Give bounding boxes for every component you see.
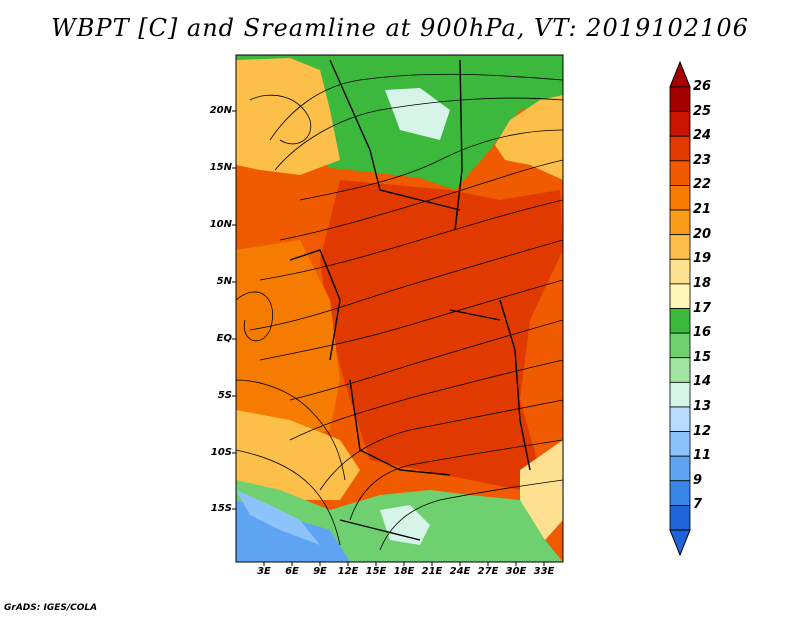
- colorbar-box: [669, 185, 691, 211]
- colorbar-box: [669, 381, 691, 408]
- region-northeast-yellow: [495, 95, 563, 180]
- colorbar-box: [669, 357, 691, 383]
- colorbar-label: 24: [693, 128, 712, 144]
- x-label-6e: 6E: [285, 566, 299, 577]
- colorbar-label: 14: [693, 374, 712, 390]
- colorbar-label: 19: [693, 251, 712, 267]
- colorbar-label: 11: [693, 448, 712, 464]
- colorbar-label: 18: [693, 275, 712, 291]
- region-southwest-lightblue: [236, 490, 320, 545]
- colorbar-label: 7: [693, 497, 703, 513]
- colorbar-box: [669, 480, 691, 506]
- colorbar-label: 21: [693, 202, 712, 218]
- colorbar-box: [669, 431, 691, 457]
- colorbar-label: 13: [693, 398, 712, 414]
- colorbar-label: 26: [693, 79, 712, 94]
- plot-title: WBPT [C] and Sreamline at 900hPa, VT: 20…: [51, 14, 749, 42]
- y-axis-ticks: [232, 110, 236, 510]
- colorbar-label: 16: [693, 325, 712, 341]
- country-borders: [289, 59, 531, 541]
- colorbar-box: [669, 283, 691, 309]
- colorbar-box: [669, 234, 691, 260]
- grads-credit: GrADS: IGES/COLA: [4, 603, 98, 613]
- colorbar-boxes: [669, 86, 691, 531]
- y-label-5n: 5N: [216, 276, 232, 287]
- colorbar-label: 23: [693, 152, 712, 168]
- x-label-18e: 18E: [393, 566, 415, 577]
- colorbar-box: [669, 111, 691, 137]
- colorbar-box: [669, 258, 691, 285]
- x-label-33e: 33E: [533, 566, 555, 577]
- y-label-20n: 20N: [209, 105, 232, 116]
- region-south-pale: [380, 505, 430, 545]
- colorbar-label: 20: [693, 226, 712, 242]
- x-axis-ticks: [263, 562, 545, 566]
- x-label-30e: 30E: [505, 566, 527, 577]
- x-label-24e: 24E: [449, 566, 471, 577]
- region-southeast-yellow: [520, 440, 563, 540]
- colorbar-top-arrow: [669, 60, 691, 88]
- colorbar-box: [669, 332, 691, 359]
- colorbar-label: 17: [693, 300, 712, 316]
- y-label-10n: 10N: [209, 219, 232, 230]
- y-label-15n: 15N: [209, 162, 232, 173]
- colorbar-box: [669, 406, 691, 432]
- region-northwest-yellow: [236, 58, 340, 175]
- colorbar-box: [669, 209, 691, 236]
- colorbar-box: [669, 86, 691, 113]
- x-label-15e: 15E: [365, 566, 387, 577]
- y-label-eq: EQ: [216, 333, 232, 344]
- y-label-5s: 5S: [217, 390, 232, 401]
- colorbar-box: [669, 135, 691, 162]
- x-label-12e: 12E: [337, 566, 359, 577]
- colorbar-label: 25: [693, 103, 712, 119]
- colorbar-box: [669, 160, 691, 186]
- colorbar-label: 12: [693, 423, 712, 439]
- y-label-15s: 15S: [210, 503, 232, 514]
- map-frame: [235, 54, 564, 563]
- x-label-3e: 3E: [257, 566, 271, 577]
- colorbar-box: [669, 504, 691, 531]
- x-label-27e: 27E: [477, 566, 499, 577]
- streamlines: [236, 73, 563, 551]
- colorbar-label: 15: [693, 349, 712, 365]
- x-label-9e: 9E: [313, 566, 327, 577]
- colorbar-label: 9: [693, 472, 703, 488]
- region-north-pale: [385, 88, 450, 140]
- region-west-orange: [236, 240, 340, 440]
- colorbar-box: [669, 455, 691, 482]
- colorbar-bottom-arrow: [669, 529, 691, 557]
- colorbar-box: [669, 308, 691, 334]
- x-label-21e: 21E: [421, 566, 443, 577]
- y-label-10s: 10S: [210, 447, 232, 458]
- colorbar-label: 22: [693, 177, 712, 193]
